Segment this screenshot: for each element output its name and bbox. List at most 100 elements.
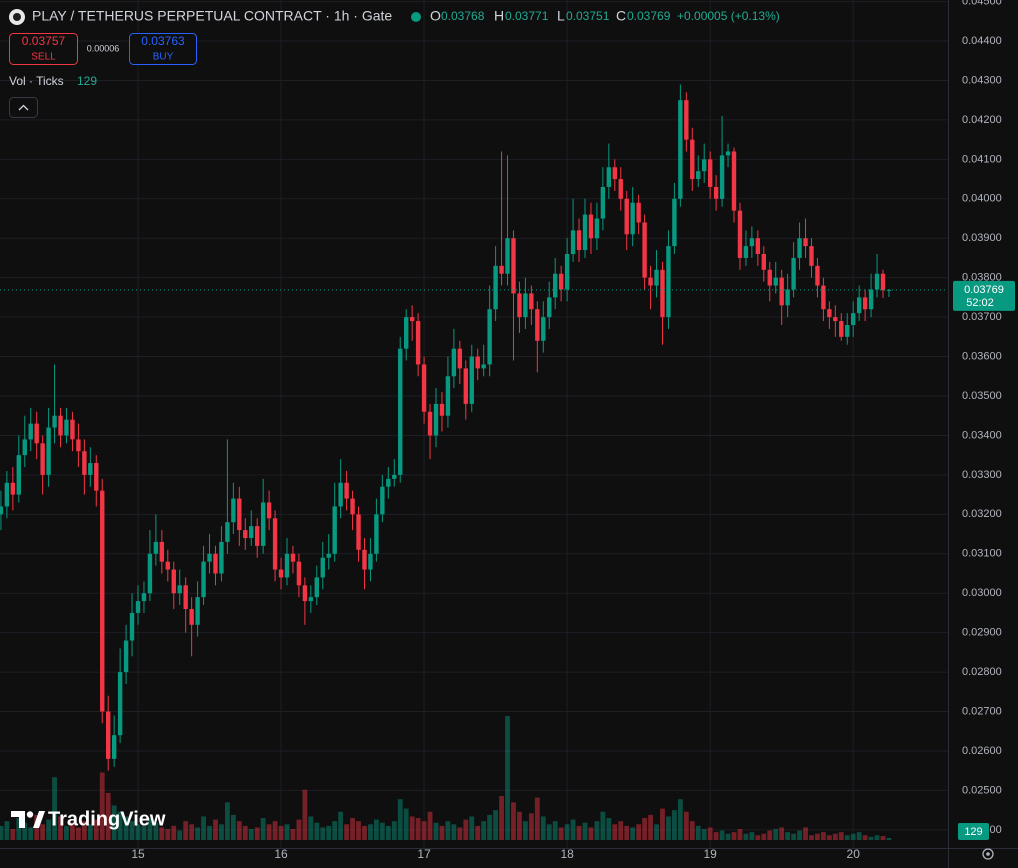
volume-bar [111, 805, 117, 840]
volume-bar [701, 829, 707, 840]
candle-body [362, 549, 367, 570]
symbol-logo-inner [13, 13, 21, 21]
volume-bar [731, 832, 737, 840]
candle-body [171, 569, 176, 594]
volume-bar [242, 825, 248, 840]
candle-body [678, 100, 683, 199]
sell-button[interactable] [9, 33, 78, 65]
volume-bar [278, 825, 284, 840]
buy-price: 0.03763 [141, 34, 185, 48]
l-value: 0.03751 [566, 9, 610, 23]
candle-body [159, 541, 165, 562]
volume-title: Vol · Ticks [9, 74, 64, 88]
candle-body [255, 526, 260, 546]
volume-bar [201, 816, 206, 840]
candle-body [141, 593, 147, 602]
candle-body [135, 601, 141, 613]
volume-bar [117, 811, 123, 840]
volume-bar [546, 824, 552, 840]
volume-bar [707, 827, 713, 840]
candle-body [225, 522, 230, 542]
settings-icon[interactable] [982, 848, 994, 860]
y-tick-label: 0.03400 [962, 429, 1002, 441]
candle-body [725, 151, 731, 156]
candle-body [278, 569, 284, 578]
volume-bar [87, 824, 93, 840]
volume-bar [433, 822, 439, 840]
volume-bar [225, 802, 230, 840]
candle-body [290, 553, 296, 562]
volume-bar [832, 833, 838, 840]
last-price-label: 0.03769 [964, 284, 1004, 296]
candle-body [815, 265, 820, 286]
candle-body [392, 474, 397, 479]
volume-bar [266, 824, 272, 840]
candle-body [427, 411, 433, 436]
candle-body [839, 321, 844, 337]
volume-bar [713, 832, 719, 840]
collapse-button[interactable] [9, 97, 38, 118]
candle-body [612, 167, 617, 180]
volume-bar [248, 829, 254, 840]
candle-body [511, 238, 516, 294]
candle-body [201, 561, 206, 598]
volume-bar [564, 824, 570, 840]
volume-bar [874, 835, 880, 840]
candle-body [129, 612, 135, 641]
volume-bar [695, 825, 701, 840]
o-label: O [430, 8, 441, 24]
volume-bar [600, 811, 606, 840]
volume-bar [469, 816, 475, 840]
volume-bar [356, 821, 361, 840]
spread: 0.00006 [87, 43, 120, 53]
volume-bar [797, 830, 802, 840]
candle-body [469, 356, 474, 404]
candle-body [594, 218, 600, 239]
candle-body [445, 376, 451, 416]
volume-bar [260, 818, 266, 840]
volume-bar [630, 827, 636, 840]
volume-bar [487, 814, 493, 840]
volume-bar [505, 716, 510, 840]
candle-body [576, 230, 582, 251]
candle-body [213, 553, 218, 574]
candle-body [463, 368, 468, 404]
candle-body [666, 246, 671, 318]
volume-bar [189, 824, 195, 840]
volume-bar [93, 819, 99, 840]
tv-logo-mark [11, 811, 25, 828]
candle-body [600, 186, 606, 219]
y-tick-label: 0.03200 [962, 508, 1002, 520]
candle-body [648, 277, 653, 286]
candle-body [421, 364, 427, 412]
y-tick-label: 0.02800 [962, 666, 1002, 678]
buy-button[interactable] [129, 33, 197, 65]
volume-bar [326, 825, 332, 840]
volume-bar [838, 832, 844, 840]
overlay: PLAY / TETHERUS PERPETUAL CONTRACT · 1h … [9, 8, 994, 860]
candle-body [457, 348, 463, 369]
candle-body [636, 202, 641, 223]
candle-body [28, 423, 33, 440]
volume-bar [534, 797, 540, 840]
volume-bar [52, 777, 57, 840]
volume-bar [314, 822, 320, 840]
volume-bar [302, 789, 308, 840]
candle-body [4, 482, 10, 507]
volume-bar [105, 792, 111, 840]
l-label: L [557, 8, 565, 24]
candle-body [314, 577, 319, 598]
volume-bar [171, 825, 177, 840]
y-tick-label: 0.03600 [962, 350, 1002, 362]
volume-bar [58, 816, 63, 840]
volume-bar [677, 799, 683, 840]
candle-body [624, 198, 629, 235]
candle-body [672, 198, 677, 247]
volume-tag-label: 129 [964, 826, 982, 838]
volume-bar [755, 835, 761, 840]
candle-body [767, 269, 772, 286]
y-tick-label: 0.03500 [962, 390, 1002, 402]
candle-body [606, 167, 612, 187]
volume-bar [379, 822, 385, 840]
volume-value: 129 [77, 74, 97, 88]
